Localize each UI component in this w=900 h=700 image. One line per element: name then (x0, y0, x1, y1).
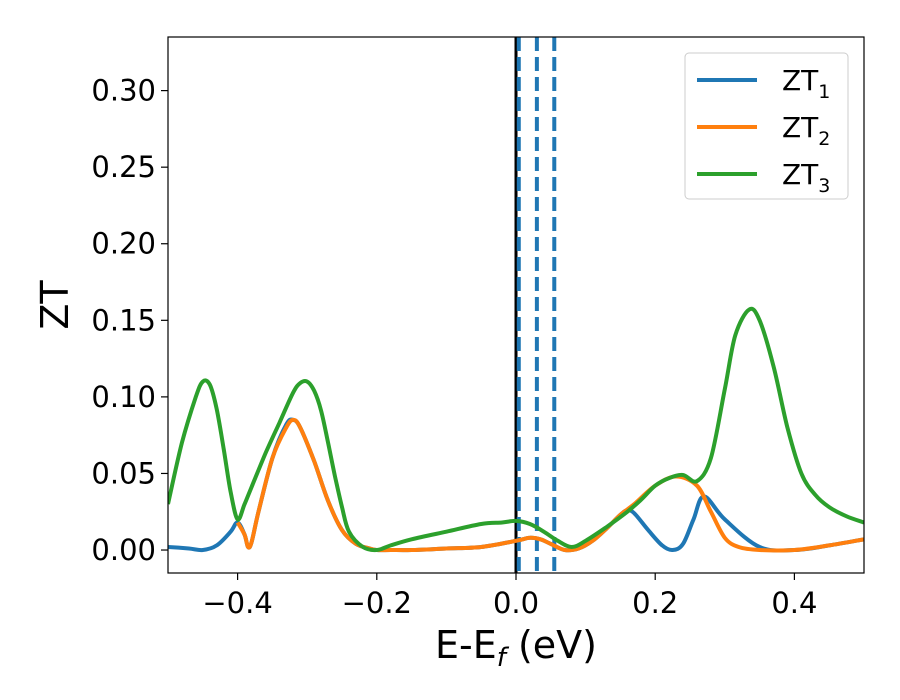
y-tick-label: 0.10 (91, 380, 156, 414)
legend-label-2: ZT2 (782, 111, 830, 150)
y-tick-label: 0.25 (91, 150, 156, 184)
y-tick-label: 0.20 (91, 227, 156, 261)
legend-label-3: ZT3 (782, 158, 830, 197)
y-axis-title: ZT (33, 280, 77, 330)
series-layer (168, 306, 864, 553)
x-tick-label: 0.0 (493, 586, 539, 620)
y-tick-label: 0.05 (91, 456, 156, 490)
y-tick-label: 0.30 (91, 74, 156, 108)
y-tick-label: 0.00 (91, 533, 156, 567)
x-tick-label: 0.4 (771, 586, 817, 620)
x-axis-title: E-Ef (eV) (435, 623, 597, 673)
y-tick-label: 0.15 (91, 303, 156, 337)
vertical-lines (514, 37, 557, 573)
series-line-2 (235, 417, 864, 553)
series-line-3 (168, 306, 864, 553)
y-axis: 0.00 0.05 0.10 0.15 0.20 0.25 0.30 (91, 74, 168, 567)
legend-label-1: ZT1 (782, 64, 830, 103)
legend-frame (684, 52, 849, 200)
x-tick-label: −0.4 (202, 586, 272, 620)
legend: ZT1 ZT2 ZT3 (684, 52, 849, 200)
x-tick-label: −0.2 (342, 586, 412, 620)
x-axis: −0.4 −0.2 0.0 0.2 0.4 (202, 573, 817, 620)
x-tick-label: 0.2 (632, 586, 678, 620)
plot-frame (167, 36, 865, 574)
